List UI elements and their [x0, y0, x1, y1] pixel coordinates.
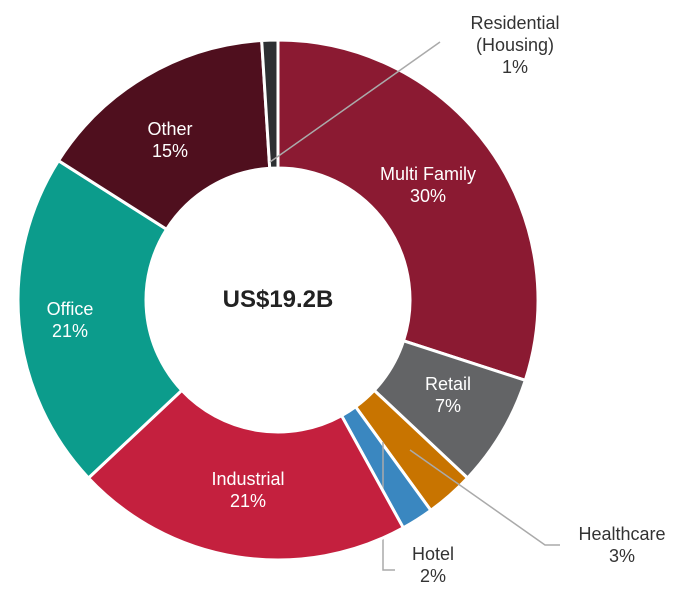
donut-segment — [276, 38, 540, 383]
label-text: 1% — [501, 57, 528, 77]
segment-label: Retail 7% — [425, 373, 471, 417]
donut-segment — [260, 38, 280, 170]
label-text: 3% — [608, 546, 636, 566]
segment-label: Industrial 21% — [211, 468, 284, 512]
label-text: Other — [147, 119, 193, 139]
label-text: 21% — [229, 491, 267, 511]
label-text: 15% — [151, 141, 189, 161]
label-text: 2% — [419, 566, 446, 586]
label-text: 30% — [409, 186, 447, 206]
label-text: 21% — [51, 321, 89, 341]
segment-label: Hotel 2% — [412, 543, 454, 587]
leader-line — [382, 442, 395, 571]
segment-label: Multi Family 30% — [380, 163, 476, 207]
center-label: US$19.2B — [222, 286, 334, 313]
leader-line — [409, 449, 560, 546]
donut-segment — [86, 388, 406, 562]
segment-label: Office 21% — [47, 298, 94, 342]
label-text: Multi Family — [379, 164, 477, 184]
label-text: Healthcare — [578, 524, 666, 544]
donut-segment — [56, 38, 272, 232]
segment-label: Healthcare 3% — [578, 523, 665, 567]
leader-line — [269, 41, 441, 163]
label-text: Residential (Housing) — [470, 13, 560, 55]
label-text: Retail — [424, 374, 472, 394]
donut-segment — [16, 158, 184, 481]
label-text: Hotel — [411, 544, 455, 564]
label-text: 7% — [434, 396, 461, 416]
label-text: Industrial — [211, 469, 285, 489]
segment-label: Other 15% — [147, 118, 192, 162]
segment-label: Residential (Housing) 1% — [458, 12, 573, 78]
label-text: Office — [46, 299, 94, 319]
